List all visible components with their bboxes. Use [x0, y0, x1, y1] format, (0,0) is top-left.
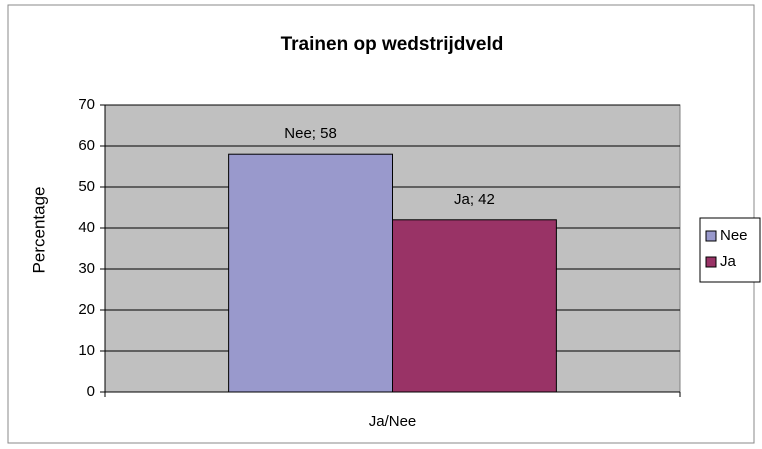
data-label: Ja; 42	[454, 191, 495, 208]
legend-box	[699, 217, 761, 283]
bar	[228, 153, 393, 393]
legend-label: Nee	[720, 227, 748, 244]
y-tick-label: 20	[78, 301, 95, 318]
y-axis-label: Percentage	[29, 187, 48, 274]
y-tick-label: 70	[78, 96, 95, 113]
y-tick-label: 60	[78, 137, 95, 154]
bar	[392, 219, 557, 393]
y-tick-label: 10	[78, 342, 95, 359]
data-label: Nee; 58	[284, 125, 337, 142]
y-tick-label: 30	[78, 260, 95, 277]
legend-label: Ja	[720, 253, 737, 270]
chart-title: Trainen op wedstrijdveld	[281, 34, 504, 55]
y-tick-label: 50	[78, 178, 95, 195]
y-tick-label: 0	[87, 383, 95, 400]
legend-swatch	[705, 256, 717, 268]
legend-swatch	[705, 230, 717, 242]
y-tick-label: 40	[78, 219, 95, 236]
x-axis-label: Ja/Nee	[369, 413, 417, 430]
